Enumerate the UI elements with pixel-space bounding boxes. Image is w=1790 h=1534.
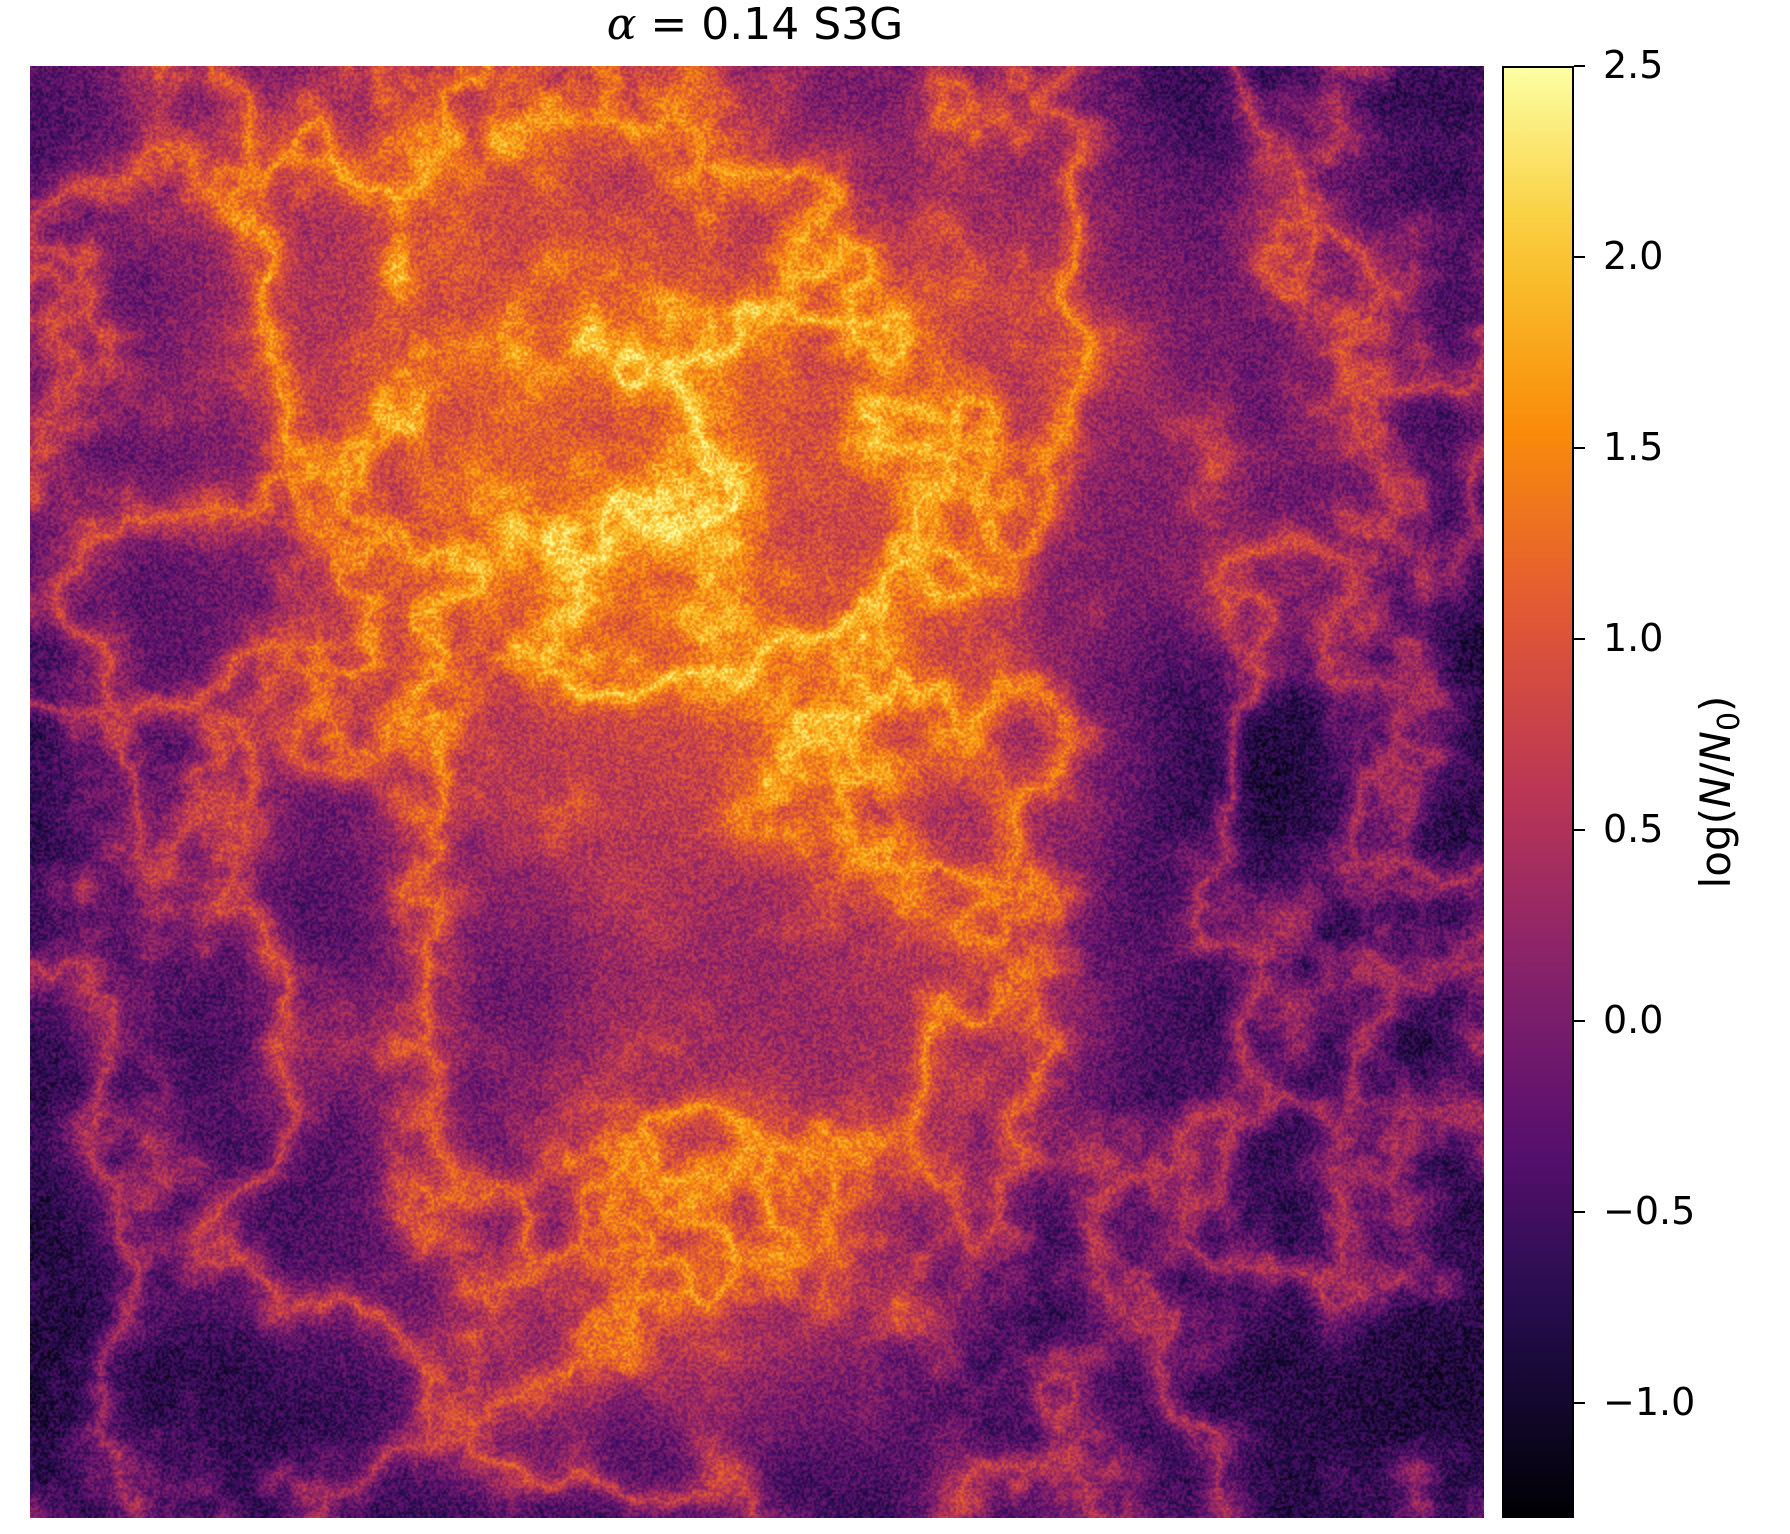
- colorbar-label: log(N/N0): [1691, 696, 1747, 889]
- colorbar-tick: [1574, 447, 1585, 450]
- colorbar-label-n: N: [1690, 776, 1740, 809]
- colorbar-tick-label: −1.0: [1603, 1380, 1696, 1425]
- colorbar-tick-label: 0.0: [1603, 998, 1664, 1043]
- colorbar-label-n0: N: [1690, 731, 1740, 763]
- title-text: = 0.14 S3G: [636, 0, 904, 50]
- colorbar-tick-label: 1.0: [1603, 616, 1664, 661]
- colorbar-label-suffix: ): [1690, 695, 1740, 712]
- title-alpha-symbol: α: [606, 0, 637, 50]
- colorbar-tick: [1574, 1020, 1585, 1023]
- colorbar-label-slash: /: [1690, 762, 1740, 777]
- colorbar-tick-label: 1.5: [1603, 425, 1664, 470]
- colorbar-tick: [1574, 638, 1585, 641]
- colorbar-label-subscript: 0: [1712, 711, 1748, 732]
- colorbar-label-prefix: log(: [1690, 808, 1740, 889]
- colorbar-tick-label: −0.5: [1603, 1189, 1696, 1234]
- colorbar: [1502, 66, 1574, 1518]
- colorbar-tick-label: 2.5: [1603, 43, 1664, 87]
- colorbar-tick: [1574, 1402, 1585, 1405]
- colorbar-tick-label: 2.0: [1603, 234, 1664, 279]
- chart-title: α = 0.14 S3G: [0, 0, 1510, 50]
- colorbar-tick: [1574, 829, 1585, 832]
- colorbar-tick-label: 0.5: [1603, 807, 1664, 852]
- colorbar-tick: [1574, 65, 1585, 67]
- heatmap-canvas: [30, 66, 1484, 1518]
- colorbar-tick: [1574, 256, 1585, 259]
- density-heatmap: [30, 66, 1484, 1518]
- colorbar-tick: [1574, 1211, 1585, 1214]
